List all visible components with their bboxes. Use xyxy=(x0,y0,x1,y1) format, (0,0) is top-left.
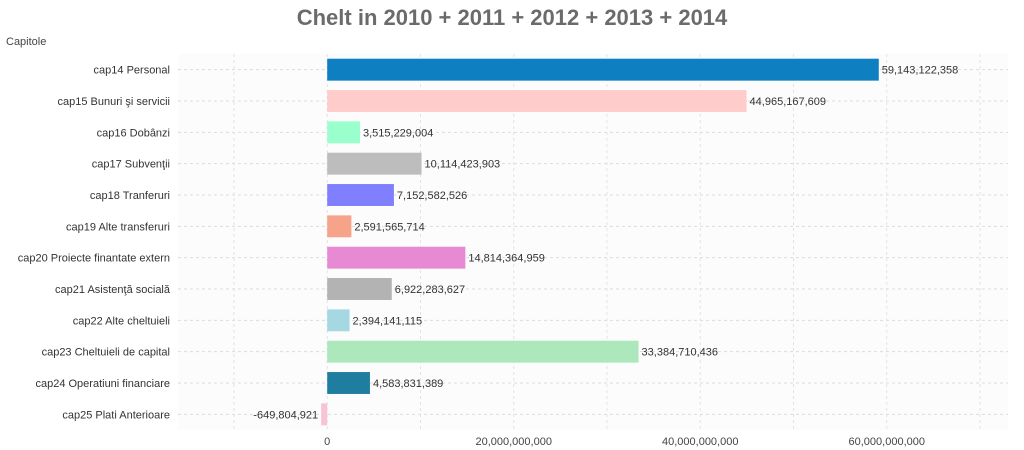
bar xyxy=(327,90,747,112)
value-label: 33,384,710,436 xyxy=(642,347,718,359)
value-label: -649,804,921 xyxy=(253,409,318,421)
x-tick-label: 0 xyxy=(324,436,330,448)
bar xyxy=(327,121,360,144)
x-tick-label: 60,000,000,000 xyxy=(849,436,925,448)
value-label: 7,152,582,526 xyxy=(397,190,467,202)
bar xyxy=(327,58,879,81)
bar xyxy=(327,278,392,300)
category-label: cap20 Proiecte finantate extern xyxy=(18,253,170,265)
value-label: 2,394,141,115 xyxy=(353,315,423,327)
value-label: 3,515,229,004 xyxy=(363,127,433,139)
category-label: cap15 Bunuri şi servicii xyxy=(58,96,171,108)
category-label: cap14 Personal xyxy=(94,65,170,77)
plot-background xyxy=(178,54,1008,430)
bar xyxy=(321,403,328,426)
category-label: cap23 Cheltuieli de capital xyxy=(42,347,170,359)
category-label: cap19 Alte transferuri xyxy=(66,221,170,233)
bar xyxy=(327,309,350,332)
value-label: 59,143,122,358 xyxy=(882,65,958,77)
category-label: cap24 Operatiuni financiare xyxy=(35,378,170,390)
y-axis-title: Capitole xyxy=(6,36,47,48)
value-label: 4,583,831,389 xyxy=(373,378,443,390)
category-label: cap18 Tranferuri xyxy=(90,190,170,202)
value-label: 2,591,565,714 xyxy=(354,221,424,233)
category-label: cap25 Plati Anterioare xyxy=(62,409,170,421)
x-tick-label: 40,000,000,000 xyxy=(662,436,738,448)
bar xyxy=(327,215,352,238)
value-label: 6,922,283,627 xyxy=(395,284,465,296)
category-label: cap16 Dobânzi xyxy=(97,127,170,139)
value-label: 14,814,364,959 xyxy=(468,253,544,265)
bar xyxy=(327,184,394,206)
value-label: 44,965,167,609 xyxy=(750,96,826,108)
bar xyxy=(327,340,639,363)
category-label: cap17 Subvenţii xyxy=(92,159,170,171)
bar xyxy=(327,152,422,175)
bar xyxy=(327,246,466,269)
x-tick-label: 20,000,000,000 xyxy=(475,436,551,448)
value-label: 10,114,423,903 xyxy=(425,159,501,171)
category-label: cap22 Alte cheltuieli xyxy=(73,315,170,327)
category-label: cap21 Asistenţă socială xyxy=(55,284,171,296)
chart-title: Chelt in 2010 + 2011 + 2012 + 2013 + 201… xyxy=(296,5,728,30)
bar xyxy=(327,372,370,394)
